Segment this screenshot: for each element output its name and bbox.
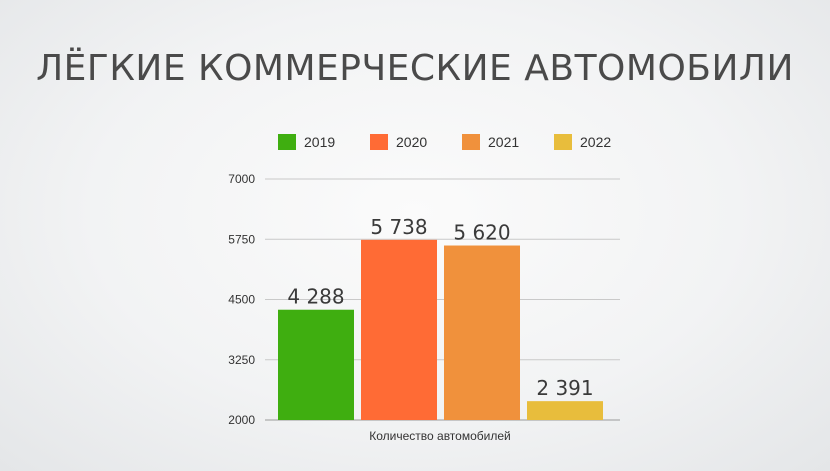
y-tick-label: 7000 xyxy=(228,172,255,186)
slide-title: ЛЁГКИЕ КОММЕРЧЕСКИЕ АВТОМОБИЛИ xyxy=(36,48,794,89)
y-tick-label: 5750 xyxy=(228,232,255,246)
legend-label-2019: 2019 xyxy=(304,134,335,150)
legend: 2019 2020 2021 2022 xyxy=(278,134,611,150)
legend-label-2020: 2020 xyxy=(396,134,427,150)
bar-2020 xyxy=(361,239,437,420)
data-label-2019: 4 288 xyxy=(287,285,344,309)
legend-swatch-2021 xyxy=(462,134,480,150)
legend-swatch-2020 xyxy=(370,134,388,150)
y-tick-label: 3250 xyxy=(228,353,255,367)
data-labels: 4 288 5 738 5 620 2 391 xyxy=(287,215,593,400)
data-label-2021: 5 620 xyxy=(453,221,510,245)
legend-label-2021: 2021 xyxy=(488,134,519,150)
data-label-2022: 2 391 xyxy=(536,376,593,400)
bar-2019 xyxy=(278,309,354,420)
y-axis-ticks: 2000 3250 4500 5750 7000 xyxy=(228,172,255,427)
legend-label-2022: 2022 xyxy=(580,134,611,150)
x-axis-label: Количество автомобилей xyxy=(369,429,510,443)
data-label-2020: 5 738 xyxy=(370,215,427,239)
legend-swatch-2019 xyxy=(278,134,296,150)
bars xyxy=(278,239,603,420)
bar-2021 xyxy=(444,245,520,420)
y-tick-label: 4500 xyxy=(228,293,255,307)
bar-2022 xyxy=(527,401,603,420)
legend-swatch-2022 xyxy=(554,134,572,150)
y-tick-label: 2000 xyxy=(228,413,255,427)
